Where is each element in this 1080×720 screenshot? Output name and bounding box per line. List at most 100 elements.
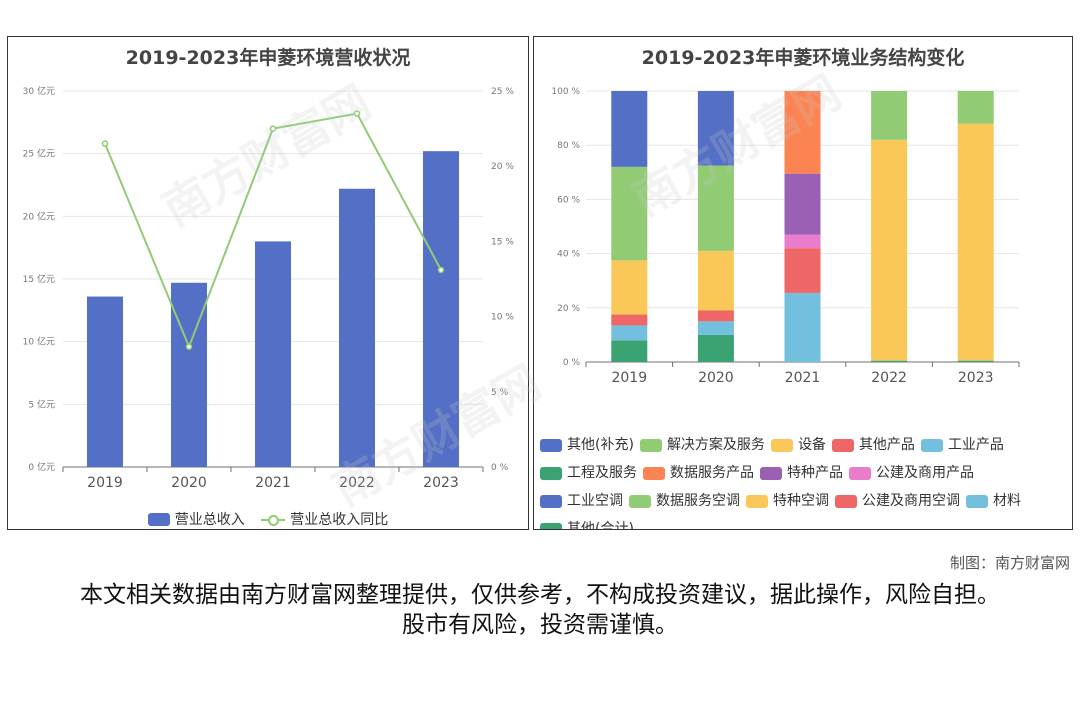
y-tick-label: 60 % [557,195,580,205]
legend-label: 其他(补充) [567,437,634,453]
chart-credit: 制图：南方财富网 [949,554,1070,572]
y-tick-label: 0 % [563,358,581,368]
stacked-bar-segment [611,166,648,261]
x-tick-label: 2022 [871,370,907,386]
stacked-bar-segment [784,292,821,362]
stacked-bar-segment [871,139,908,361]
stacked-bar-segment [611,260,648,315]
legend-item[interactable]: 工业空调 [540,489,623,514]
legend-item[interactable]: 解决方案及服务 [639,433,765,458]
legend-swatch [746,495,768,508]
stacked-bar-segment [611,91,648,167]
legend-item[interactable]: 材料 [966,489,1021,514]
stacked-bar-segment [784,91,821,174]
legend-label: 材料 [993,493,1021,509]
structure-chart-svg: 0 % 20 % 40 % 60 % 80 % 100 % 2019 2020 2021 2022… [551,87,1020,386]
legend-label: 解决方案及服务 [666,437,765,453]
legend-item-yoy[interactable]: 营业总收入同比 [261,509,388,529]
legend-swatch [540,523,562,529]
legend-item[interactable]: 数据服务产品 [643,461,754,486]
disclaimer-text: 本文相关数据由南方财富网整理提供，仅供参考，不构成投资建议，据此操作，风险自担。… [80,582,1000,638]
y-tick-label: 20 亿元 [23,210,55,222]
revenue-chart-panel: 2019-2023年申菱环境营收状况 0 亿元 5 亿元 10 亿元 15 亿元 20 … [7,36,529,530]
x-tick-label: 2022 [339,475,375,491]
legend-label: 设备 [797,437,826,453]
stacked-bar-segment [697,310,734,322]
legend-item[interactable]: 设备 [770,433,826,458]
legend-swatch [770,439,793,452]
stacked-bar-segment [697,250,734,311]
legend-item[interactable]: 其他(合计) [540,517,634,530]
legend-swatch [920,439,943,452]
y-tick-label: 15 亿元 [23,273,55,285]
legend-label: 数据服务产品 [670,465,754,481]
y-tick-label: 20 % [557,304,580,314]
y2-tick-label: 0 % [491,463,509,473]
x-tick-label: 2020 [171,475,207,491]
x-tick-label: 2020 [698,370,734,386]
yoy-point [437,266,445,274]
legend-swatch [760,467,782,480]
legend-label: 工业空调 [567,493,623,509]
legend-label-revenue: 营业总收入 [174,512,245,528]
legend-swatch [966,495,988,508]
stacked-bar-segment [784,248,821,293]
y-tick-label: 30 亿元 [23,85,55,97]
x-tick-label: 2023 [958,370,994,386]
stacked-bar-segment [611,325,648,341]
legend-label: 其他产品 [858,437,915,453]
y-tick-label: 5 亿元 [28,398,55,410]
legend-label: 其他(合计) [567,521,634,530]
x-tick-label: 2021 [785,370,821,386]
stacked-bar-segment [611,314,648,326]
legend-label: 特种空调 [773,493,829,509]
yoy-point [185,343,193,350]
legend-swatch [540,439,562,452]
legend-label: 特种产品 [787,465,843,481]
yoy-point [353,110,361,117]
legend-label: 数据服务空调 [656,493,740,509]
legend-item[interactable]: 其他(补充) [540,433,634,458]
legend-item[interactable]: 公建及商用产品 [849,461,974,486]
revenue-bar [423,151,459,467]
legend-label: 工程及服务 [567,465,637,481]
legend-label: 工业产品 [947,437,1004,453]
y-tick-label: 10 亿元 [23,336,55,348]
structure-chart-title: 2019-2023年申菱环境业务结构变化 [641,47,965,69]
legend-item[interactable]: 公建及商用空调 [835,489,960,514]
legend-item[interactable]: 数据服务空调 [629,489,740,514]
legend-item[interactable]: 其他产品 [831,433,915,458]
legend-item[interactable]: 工业产品 [920,433,1004,458]
stacked-bar-segment [697,91,734,166]
legend-swatch [835,495,857,508]
y2-tick-label: 15 % [491,237,514,247]
legend-item[interactable]: 特种空调 [746,489,829,514]
stacked-bar-segment [871,91,908,140]
revenue-bar [171,282,207,467]
legend-swatch [831,439,854,452]
legend-swatch [540,467,562,480]
legend-item-revenue[interactable]: 营业总收入 [147,509,245,529]
stacked-bar-segment [697,321,734,335]
legend-item[interactable]: 工程及服务 [540,461,637,486]
legend-item[interactable]: 特种产品 [760,461,843,486]
structure-chart-panel: 2019-2023年申菱环境业务结构变化 0 % 20 % 40 % 60 % 80 %… [533,36,1073,530]
y2-tick-label: 25 % [491,87,514,97]
y-tick-label: 0 亿元 [28,461,55,473]
legend-swatch [849,467,871,480]
y-tick-label: 25 亿元 [23,148,55,160]
x-tick-label: 2019 [87,475,123,491]
y2-tick-label: 10 % [491,313,514,323]
stacked-bar-segment [611,340,648,362]
y-tick-label: 40 % [557,250,580,260]
stacked-bar-segment [784,234,821,249]
structure-chart-legend: 其他(补充) 解决方案及服务 设备 其他产品 工业产品 工程及服务 数据服务产品 特种产品 公建… [540,433,1068,530]
yoy-point [101,140,109,147]
legend-swatch [643,467,665,480]
revenue-chart-title: 2019-2023年申菱环境营收状况 [125,47,411,69]
y-tick-label: 80 % [557,141,580,151]
revenue-chart-legend: 营业总收入 营业总收入同比 [8,509,528,529]
revenue-chart-svg: 0 亿元 5 亿元 10 亿元 15 亿元 20 亿元 25 亿元 30 亿元 0 % 5 % 1… [23,85,515,491]
stacked-bar-segment [957,360,994,362]
x-tick-label: 2021 [255,475,291,491]
